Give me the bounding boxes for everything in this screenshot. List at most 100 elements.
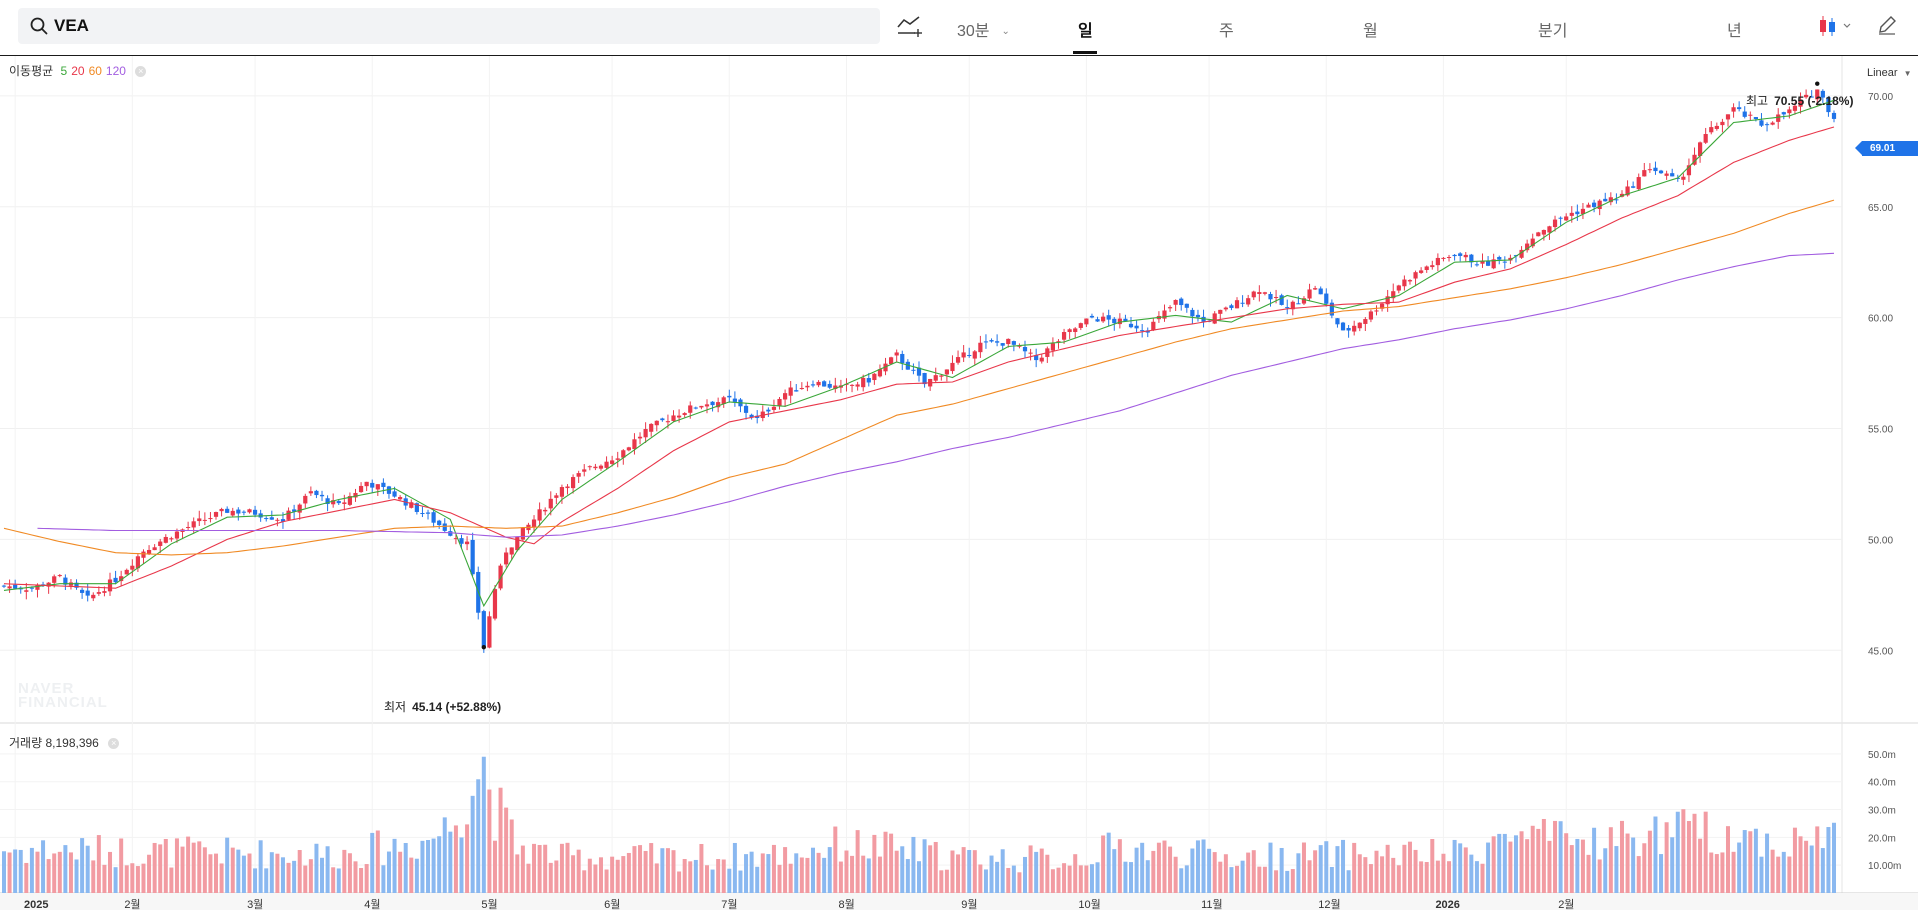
tab-week[interactable]: 주 [1219, 23, 1234, 40]
candle-body [1101, 316, 1106, 322]
candle-body [102, 591, 107, 593]
candle-body [1681, 176, 1686, 180]
candle-body [1536, 232, 1541, 237]
volume-bar [1486, 842, 1491, 893]
candle-body [1000, 343, 1005, 346]
volume-bar [1731, 851, 1736, 893]
candle-body [1195, 314, 1201, 318]
volume-bar [1112, 849, 1117, 893]
volume-bar [46, 859, 51, 893]
search-input[interactable] [54, 8, 854, 44]
candle-body [604, 461, 609, 468]
candle-body [916, 367, 922, 376]
candle-body [1480, 261, 1485, 264]
scale-selector[interactable]: Linear ▼ [1867, 67, 1912, 79]
candle-body [303, 495, 308, 504]
volume-bar [1106, 832, 1111, 893]
candle-body [810, 384, 816, 386]
candle-body [107, 579, 113, 592]
candle-body [766, 409, 771, 412]
pencil-icon[interactable] [1876, 14, 1898, 36]
volume-bar [682, 859, 687, 893]
volume-bar [1279, 847, 1284, 893]
candle-body [749, 414, 754, 418]
volume-bar [331, 867, 336, 893]
candle-body [1084, 318, 1089, 325]
time-tick-label: 2월 [1558, 898, 1574, 910]
close-icon[interactable]: × [135, 66, 147, 77]
volume-bar [13, 849, 18, 893]
candle-body [1089, 315, 1095, 318]
volume-bar [1441, 853, 1446, 893]
volume-bar [1201, 839, 1206, 893]
candle-body [716, 402, 721, 408]
candle-body [1530, 238, 1535, 247]
time-tick-label: 2월 [124, 898, 140, 910]
volume-bar [241, 855, 246, 893]
candle-body [85, 590, 90, 596]
volume-bar [1117, 839, 1122, 893]
volume-bar [1781, 851, 1786, 893]
volume-bar [777, 864, 782, 893]
volume-bar [470, 795, 475, 893]
interval-selector[interactable]: 30분 ⌄ [957, 17, 1010, 41]
volume-legend[interactable]: 거래량 8,198,396 × [9, 734, 120, 751]
candlestick-type-icon[interactable] [1818, 14, 1854, 38]
volume-bar [1419, 861, 1424, 893]
volume-bar [1435, 860, 1440, 893]
volume-bar [1296, 853, 1301, 893]
volume-bar [1547, 840, 1552, 893]
volume-tick-label: 30.0m [1868, 806, 1896, 817]
candle-body [1240, 302, 1245, 304]
candle-body [1458, 253, 1463, 256]
candle-body [202, 519, 207, 521]
candle-body [74, 582, 79, 588]
time-tick-label: 9월 [961, 898, 977, 910]
volume-bar [844, 850, 849, 893]
low-value: 45.14 (+52.88%) [412, 700, 502, 714]
volume-bar [933, 841, 938, 893]
volume-bar [520, 845, 525, 893]
candle-body [230, 510, 235, 516]
close-icon[interactable]: × [108, 738, 120, 749]
tab-year[interactable]: 년 [1727, 23, 1742, 40]
volume-bar [615, 859, 620, 893]
volume-bar [225, 837, 230, 893]
candle-body [1776, 114, 1781, 122]
ma60-line [3, 199, 1835, 556]
volume-bar [314, 843, 319, 893]
volume-bar [1352, 842, 1357, 893]
ma-legend[interactable]: 이동평균 5 20 60 120 × [9, 62, 147, 79]
volume-bar [760, 853, 765, 893]
volume-bar [1832, 822, 1836, 893]
candle-body [1781, 112, 1786, 115]
candle-body [1642, 170, 1647, 177]
candle-body [1223, 307, 1228, 310]
volume-bar [1608, 827, 1613, 893]
tab-month[interactable]: 월 [1363, 23, 1378, 40]
volume-bar [1039, 848, 1044, 893]
volume-bar [342, 849, 347, 893]
high-value: 70.55 (-2.18%) [1774, 94, 1854, 108]
ma-legend-item-60: 60 [88, 64, 102, 78]
candle-body [849, 384, 855, 386]
volume-bar [738, 870, 743, 893]
candle-body [1262, 292, 1268, 294]
volume-bar [559, 843, 564, 893]
candle-body [543, 509, 548, 512]
volume-bar [392, 838, 397, 893]
volume-bar [716, 859, 721, 893]
candle-body [29, 587, 34, 589]
search-box[interactable] [18, 8, 880, 44]
volume-bar [654, 863, 659, 893]
candle-body [794, 390, 799, 392]
price-chart[interactable]: 70.00 65.00 60.00 55.00 50.00 45.00 50.0m 40.0m… [0, 56, 1918, 910]
candle-body [1050, 343, 1056, 351]
chart-indicator-icon[interactable] [897, 14, 923, 38]
candle-body [1430, 265, 1435, 268]
tab-quarter[interactable]: 분기 [1538, 23, 1568, 40]
volume-bar [1101, 835, 1106, 893]
tab-day[interactable]: 일 [1078, 23, 1093, 40]
volume-bar [827, 847, 832, 893]
volume-bar [320, 857, 325, 893]
